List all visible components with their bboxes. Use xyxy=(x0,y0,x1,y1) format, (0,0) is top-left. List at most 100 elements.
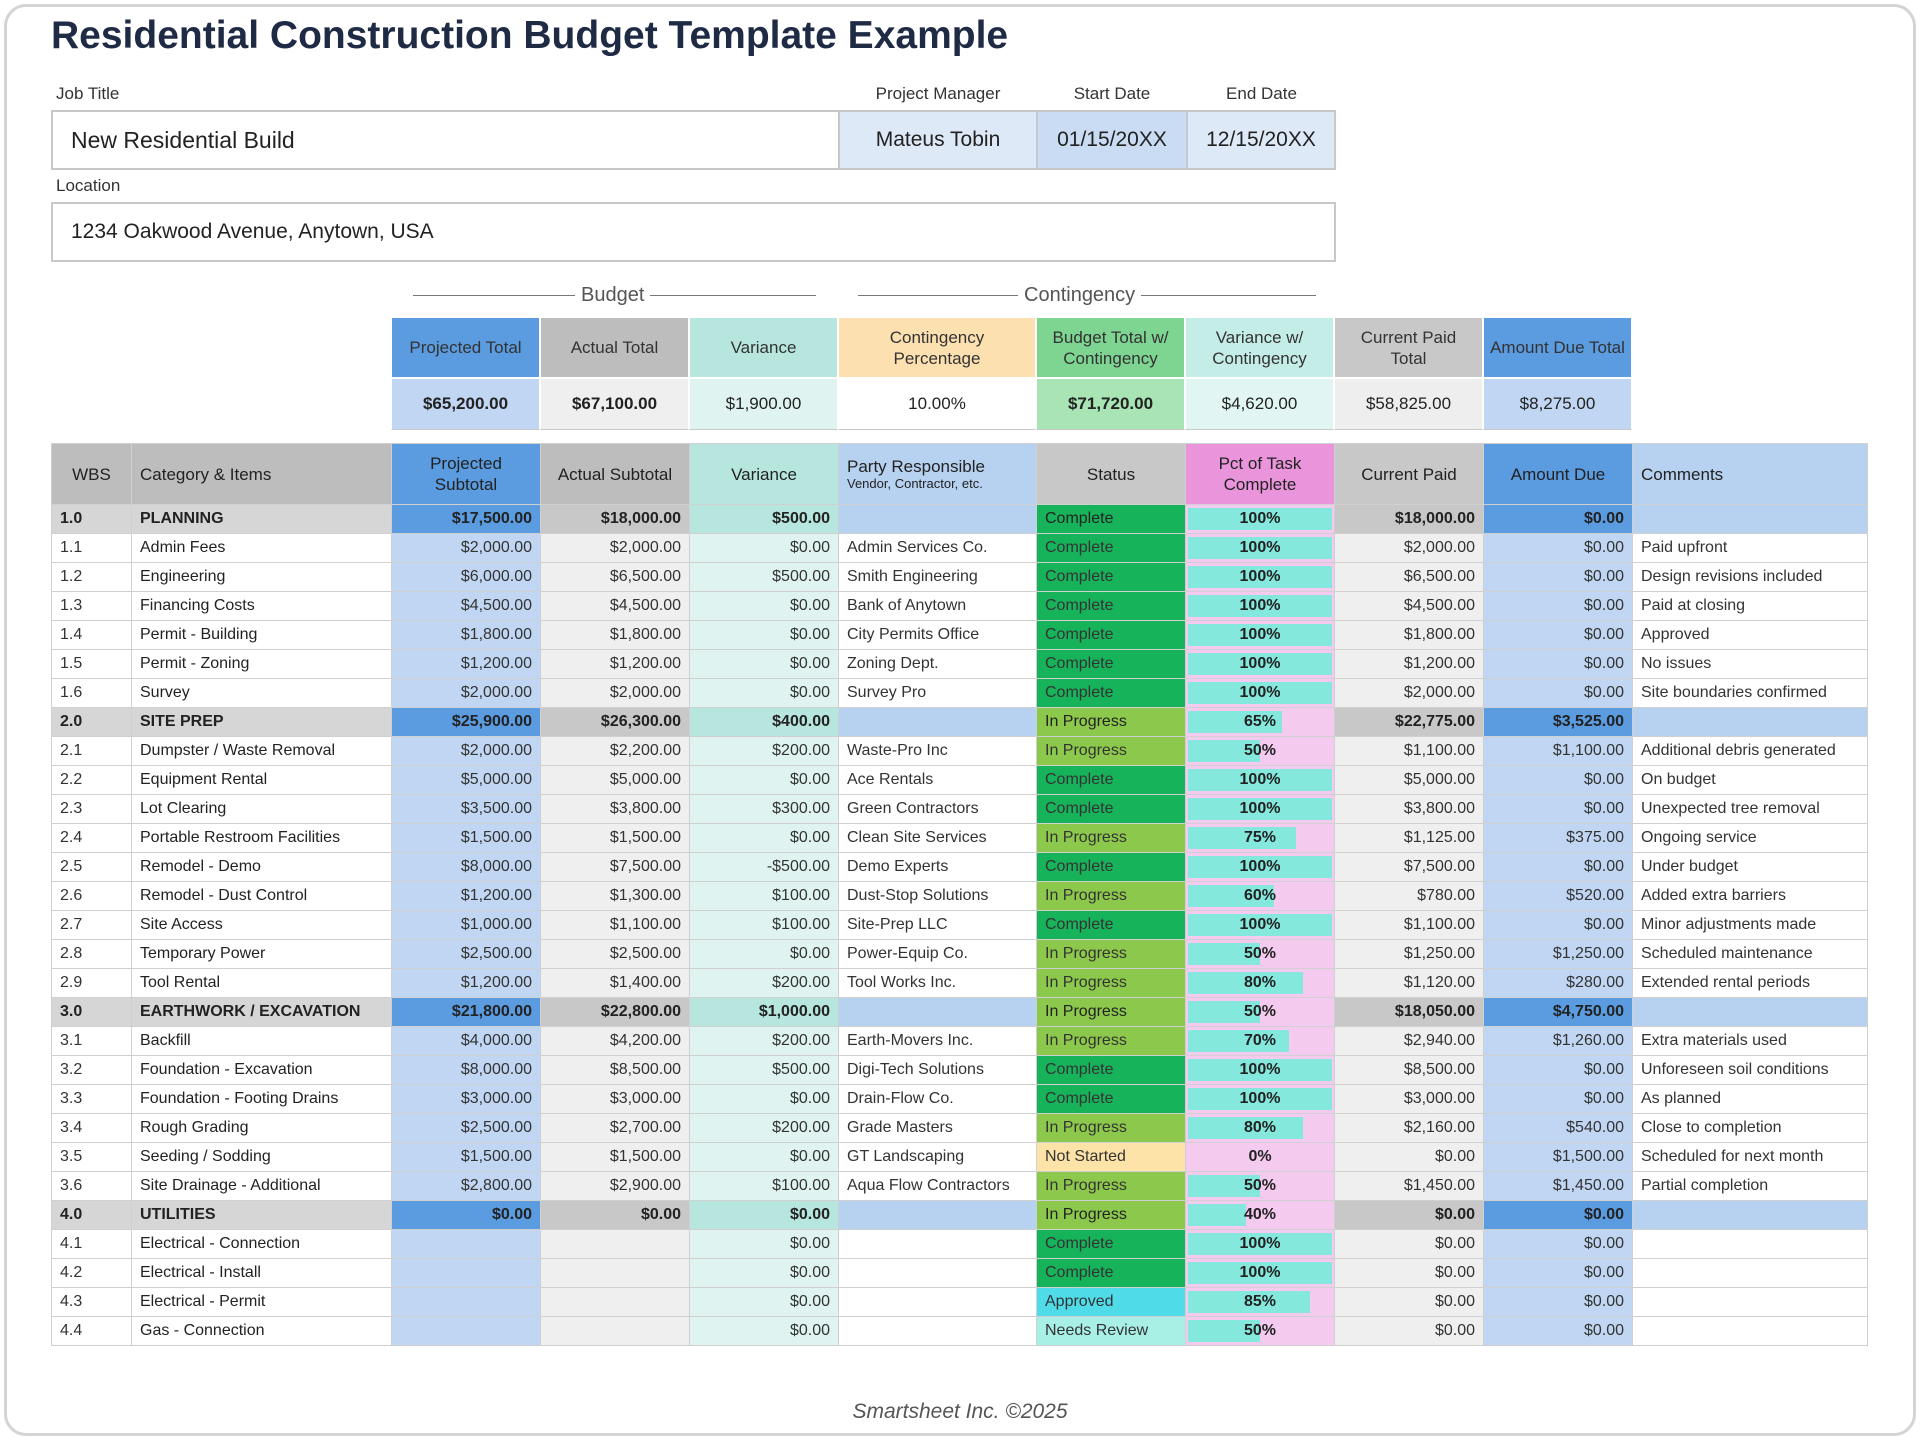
cell: $0.00 xyxy=(689,1142,839,1172)
cell: $0.00 xyxy=(689,591,839,621)
cell-text: $22,800.00 xyxy=(600,1003,681,1020)
cell: $1,300.00 xyxy=(540,881,690,911)
cell-text: $2,000.00 xyxy=(1403,539,1475,556)
item-row: 3.6 Site Drainage - Additional $2,800.00 $2… xyxy=(51,1171,1868,1201)
header-text: Comments xyxy=(1641,464,1724,484)
cell-text: 2.6 xyxy=(60,887,83,904)
cell-text: EARTHWORK / EXCAVATION xyxy=(140,1003,361,1020)
cell-text: 3.0 xyxy=(60,1003,83,1020)
pct-bar xyxy=(1188,1175,1260,1197)
cell-text: $1,200.00 xyxy=(460,887,532,904)
cell: $0.00 xyxy=(689,1200,839,1230)
cell: In Progress xyxy=(1036,707,1186,737)
cell: $4,750.00 xyxy=(1483,997,1633,1027)
cell: $200.00 xyxy=(689,736,839,766)
cell-text: $21,800.00 xyxy=(451,1003,532,1020)
cell-text: Paid upfront xyxy=(1641,539,1728,556)
cell: $1,000.00 xyxy=(391,910,541,940)
header-cell: Amount Due xyxy=(1483,443,1633,505)
footer: Smartsheet Inc. ©2025 xyxy=(852,1400,1068,1423)
cell: In Progress xyxy=(1036,939,1186,969)
cell-text: $1,450.00 xyxy=(1552,1177,1624,1194)
cell-text: 2.2 xyxy=(60,771,83,788)
cell-text: $0.00 xyxy=(789,1264,830,1281)
cell: 100% xyxy=(1185,1229,1335,1259)
cell-text: $8,000.00 xyxy=(460,1061,532,1078)
cell: Seeding / Sodding xyxy=(131,1142,392,1172)
cell-text: Approved xyxy=(1045,1293,1114,1310)
cell xyxy=(1632,1316,1868,1346)
pct-text: 50% xyxy=(1243,945,1277,962)
cell-text: $0.00 xyxy=(1583,597,1624,614)
cell-text: $1,120.00 xyxy=(1403,974,1475,991)
cell: $2,500.00 xyxy=(391,1113,541,1143)
cell-text: Backfill xyxy=(140,1032,191,1049)
pct-bar xyxy=(1188,769,1332,791)
cell: $2,000.00 xyxy=(1334,533,1484,563)
cell: 1.5 xyxy=(51,649,132,679)
cell: Zoning Dept. xyxy=(838,649,1037,679)
cell: $1,000.00 xyxy=(689,997,839,1027)
cell-text: $2,800.00 xyxy=(460,1177,532,1194)
cell-text: Minor adjustments made xyxy=(1641,916,1817,933)
pct-text: 50% xyxy=(1243,1177,1277,1194)
cell: $1,250.00 xyxy=(1483,939,1633,969)
pct-text: 100% xyxy=(1239,597,1281,614)
cell-text: $1,250.00 xyxy=(1552,945,1624,962)
cell: $0.00 xyxy=(689,1316,839,1346)
cell-text: No issues xyxy=(1641,655,1712,672)
cell-text: $4,500.00 xyxy=(460,597,532,614)
cell: $0.00 xyxy=(1483,678,1633,708)
summary-value: $71,720.00 xyxy=(1036,378,1185,430)
cell: $0.00 xyxy=(1483,852,1633,882)
cell-text: Close to completion xyxy=(1641,1119,1782,1136)
cell xyxy=(1632,1200,1868,1230)
cell: Approved xyxy=(1632,620,1868,650)
summary-header: Contingency Percentage xyxy=(838,317,1036,378)
cell: Minor adjustments made xyxy=(1632,910,1868,940)
cell: Additional debris generated xyxy=(1632,736,1868,766)
cell-text: Waste-Pro Inc xyxy=(847,742,948,759)
pct-text: 100% xyxy=(1239,858,1281,875)
cell: $8,500.00 xyxy=(540,1055,690,1085)
cell-text: $7,500.00 xyxy=(1403,858,1475,875)
cell-text: $0.00 xyxy=(1583,1264,1624,1281)
start-label: Start Date xyxy=(1073,84,1151,103)
cell-text: In Progress xyxy=(1045,829,1127,846)
pct-text: 0% xyxy=(1248,1148,1272,1165)
cell: $0.00 xyxy=(1483,765,1633,795)
cell: $1,800.00 xyxy=(391,620,541,650)
cell-text: $0.00 xyxy=(1434,1235,1475,1252)
cell-text: $2,700.00 xyxy=(609,1119,681,1136)
header-cell: Current Paid xyxy=(1334,443,1484,505)
cell: $2,000.00 xyxy=(391,736,541,766)
cell-text: 3.6 xyxy=(60,1177,83,1194)
cell-text: $1,200.00 xyxy=(460,974,532,991)
cell-text: UTILITIES xyxy=(140,1206,216,1223)
cell: 100% xyxy=(1185,562,1335,592)
header-text: Amount Due xyxy=(1510,464,1606,484)
pct-bar xyxy=(1188,653,1332,675)
cell-text: $0.00 xyxy=(789,945,830,962)
cell: 100% xyxy=(1185,794,1335,824)
cell-text: $2,160.00 xyxy=(1403,1119,1475,1136)
pct-text: 80% xyxy=(1243,974,1277,991)
cell-text: 1.1 xyxy=(60,539,83,556)
pct-bar xyxy=(1188,972,1304,994)
cell: $1,200.00 xyxy=(391,649,541,679)
cell: No issues xyxy=(1632,649,1868,679)
item-row: 2.1 Dumpster / Waste Removal $2,000.00 $2,2… xyxy=(51,736,1868,766)
cell: $1,800.00 xyxy=(1334,620,1484,650)
cell: On budget xyxy=(1632,765,1868,795)
cell: $25,900.00 xyxy=(391,707,541,737)
cell: Close to completion xyxy=(1632,1113,1868,1143)
cell: Survey Pro xyxy=(838,678,1037,708)
cell: $1,500.00 xyxy=(540,1142,690,1172)
cell: $0.00 xyxy=(1334,1287,1484,1317)
cell-text: $1,300.00 xyxy=(609,887,681,904)
cell-text: Remodel - Demo xyxy=(140,858,261,875)
cell: $0.00 xyxy=(689,678,839,708)
cell: $2,500.00 xyxy=(540,939,690,969)
cell-text: Admin Services Co. xyxy=(847,539,988,556)
